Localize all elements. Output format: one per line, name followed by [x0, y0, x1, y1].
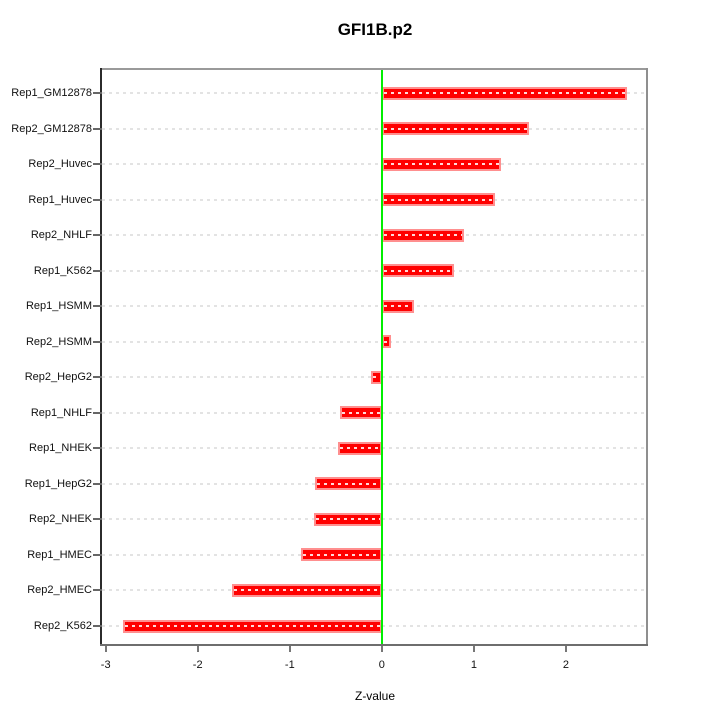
y-axis-label: Rep2_HSMM [25, 335, 92, 348]
bar-gridline-overlay [339, 447, 380, 450]
grid-line [102, 92, 646, 94]
x-tick-label: -1 [284, 659, 295, 671]
bar-gridline-overlay [302, 553, 380, 556]
x-tick-label: 1 [470, 659, 477, 671]
x-tick [564, 646, 567, 652]
bar [231, 583, 382, 597]
y-tick [93, 625, 102, 627]
plot-border-left [100, 68, 102, 646]
bar-gridline-overlay [383, 92, 625, 94]
y-axis-label: Rep1_K562 [33, 264, 92, 277]
grid-line [102, 198, 646, 201]
bar [381, 122, 530, 135]
y-axis-label: Rep1_HepG2 [24, 477, 92, 490]
y-axis-label: Rep2_Huvec [28, 158, 92, 171]
bar-gridline-overlay [372, 376, 380, 379]
bar [381, 157, 502, 171]
plot-area [102, 70, 646, 644]
bar-gridline-overlay [316, 482, 380, 485]
grid-line [102, 305, 646, 308]
zero-line [380, 70, 383, 644]
bar [381, 264, 455, 278]
y-axis-label: Rep1_GM12878 [11, 87, 92, 99]
grid-line [102, 234, 646, 237]
x-tick-label: -2 [192, 659, 203, 671]
y-tick [93, 305, 102, 308]
y-tick [93, 163, 102, 166]
bar [381, 86, 627, 100]
plot-border-right [646, 68, 648, 646]
y-tick [93, 234, 102, 237]
x-tick-label: -3 [100, 659, 111, 671]
y-axis-label: Rep1_HMEC [27, 548, 92, 561]
bar [337, 441, 382, 455]
y-tick [93, 589, 102, 592]
y-axis-label: Rep2_GM12878 [11, 122, 92, 135]
bar [381, 193, 495, 207]
bar-gridline-overlay [383, 234, 462, 237]
bar [123, 619, 382, 633]
bar [339, 406, 382, 420]
bar-gridline-overlay [341, 411, 380, 414]
bar-gridline-overlay [315, 518, 380, 521]
y-tick [93, 198, 102, 201]
y-axis-label: Rep1_HSMM [25, 300, 92, 313]
bar-gridline-overlay [383, 340, 389, 343]
bar-gridline-overlay [383, 305, 412, 308]
bar-gridline-overlay [233, 589, 380, 592]
grid-line [102, 163, 646, 166]
bar [381, 335, 391, 349]
bar [381, 228, 464, 242]
y-tick [93, 92, 102, 94]
y-axis-label: Rep1_Huvec [28, 193, 92, 206]
y-axis-label: Rep2_NHLF [30, 229, 92, 242]
x-axis-label: Z-value [354, 689, 395, 703]
y-tick [93, 482, 102, 485]
bar [314, 477, 382, 491]
x-tick [472, 646, 475, 652]
y-axis-label: Rep2_HepG2 [24, 371, 92, 384]
x-tick [288, 646, 291, 652]
x-tick-label: 2 [562, 659, 569, 671]
y-axis-label: Rep2_K562 [33, 620, 92, 632]
x-tick [104, 646, 107, 652]
y-tick [93, 518, 102, 521]
grid-line [102, 127, 646, 130]
x-tick [380, 646, 383, 652]
y-tick [93, 376, 102, 379]
y-tick [93, 447, 102, 450]
x-tick [196, 646, 199, 652]
bar-gridline-overlay [383, 127, 528, 130]
grid-line [102, 340, 646, 343]
y-axis-label: Rep1_NHLF [30, 406, 92, 419]
y-tick [93, 411, 102, 414]
y-axis-label: Rep2_HMEC [27, 584, 92, 597]
bar-gridline-overlay [125, 625, 380, 627]
y-axis-label: Rep1_NHEK [29, 442, 92, 455]
x-tick-label: 0 [378, 659, 385, 671]
grid-line [102, 269, 646, 272]
y-tick [93, 553, 102, 556]
bar-gridline-overlay [383, 163, 500, 166]
bar [381, 299, 414, 313]
plot-border-top [100, 68, 648, 70]
y-tick [93, 269, 102, 272]
bar [313, 512, 382, 526]
y-axis-label: Rep2_NHEK [29, 513, 92, 526]
y-tick [93, 340, 102, 343]
plot-border-bottom [100, 644, 648, 646]
y-tick [93, 127, 102, 130]
bar-gridline-overlay [383, 269, 453, 272]
bar [300, 548, 382, 562]
bar-gridline-overlay [383, 198, 493, 201]
chart-title: GFI1B.p2 [337, 20, 413, 39]
